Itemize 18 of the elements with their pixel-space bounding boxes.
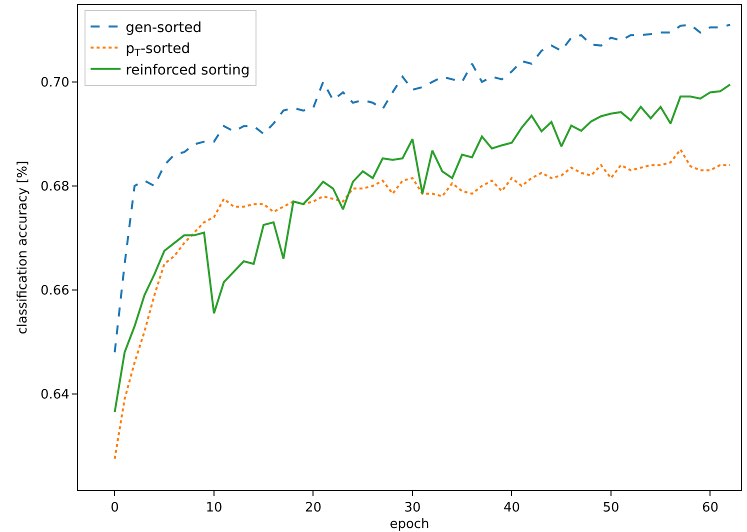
x-axis-title: epoch [390, 517, 430, 532]
y-axis-title: classification accuracy [%] [15, 160, 30, 334]
y-tick-label: 0.64 [40, 387, 70, 402]
x-tick-label: 40 [503, 500, 520, 516]
line-series [114, 84, 732, 414]
x-tick-label: 10 [206, 500, 222, 516]
y-tick-label: 0.70 [40, 75, 70, 90]
legend-label: gen-sorted [126, 20, 202, 36]
y-tick-label: 0.68 [40, 179, 70, 194]
legend-label: p$_{T}$-sorted [126, 41, 190, 60]
line-series [114, 148, 732, 460]
x-tick-label: 0 [110, 500, 119, 516]
x-tick-label: 20 [304, 500, 322, 516]
legend-label: reinforced sorting [126, 62, 250, 78]
x-tick-label: 60 [702, 500, 719, 516]
x-tick-label: 30 [404, 500, 421, 516]
x-tick-label: 50 [602, 500, 620, 516]
y-tick-label: 0.66 [40, 283, 70, 298]
